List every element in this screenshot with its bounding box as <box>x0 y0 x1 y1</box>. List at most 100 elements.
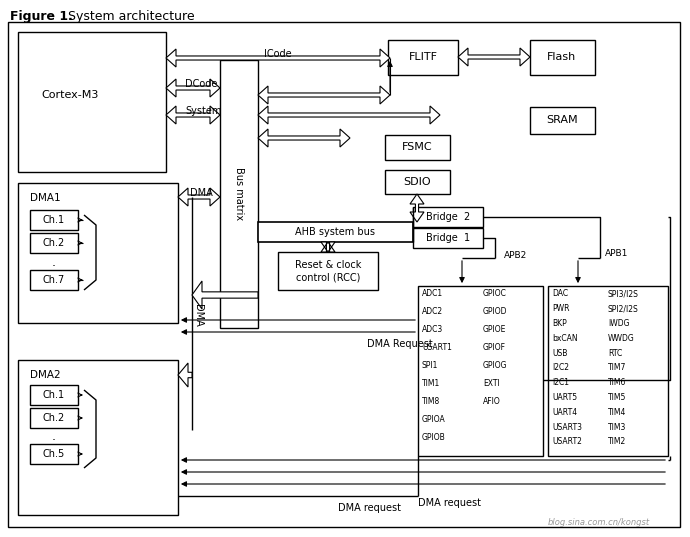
Text: UART5: UART5 <box>552 393 577 402</box>
Text: System: System <box>185 106 221 116</box>
Text: Ch.1: Ch.1 <box>43 215 65 225</box>
Text: DAC: DAC <box>552 289 568 299</box>
Bar <box>178 310 543 380</box>
Text: AFIO: AFIO <box>483 397 501 406</box>
Text: APB2: APB2 <box>504 250 527 259</box>
Text: ADC3: ADC3 <box>422 325 443 335</box>
Bar <box>278 252 378 290</box>
Bar <box>30 210 78 230</box>
Polygon shape <box>178 363 192 387</box>
Text: BKP: BKP <box>552 319 566 328</box>
Text: TIM5: TIM5 <box>608 393 627 402</box>
Text: IWDG: IWDG <box>608 319 629 328</box>
Text: Bridge  2: Bridge 2 <box>426 212 470 222</box>
Text: Bridge  1: Bridge 1 <box>426 233 470 243</box>
Text: ICode: ICode <box>264 49 292 59</box>
Text: Ch.1: Ch.1 <box>43 390 65 400</box>
Text: Reset & clock: Reset & clock <box>295 260 361 270</box>
Polygon shape <box>166 49 390 67</box>
Bar <box>413 228 483 248</box>
Text: DMA2: DMA2 <box>30 370 61 380</box>
Text: TIM2: TIM2 <box>608 437 627 446</box>
Text: TIM7: TIM7 <box>608 364 627 373</box>
Text: DMA: DMA <box>190 188 213 198</box>
Text: control (RCC): control (RCC) <box>296 273 360 283</box>
Bar <box>548 286 668 456</box>
Bar <box>530 40 595 75</box>
Text: Ch.7: Ch.7 <box>43 275 65 285</box>
Text: FLITF: FLITF <box>408 52 437 62</box>
Text: Figure 1.: Figure 1. <box>10 10 73 23</box>
Text: TIM8: TIM8 <box>422 397 440 406</box>
Text: bxCAN: bxCAN <box>552 334 578 343</box>
Text: GPIOE: GPIOE <box>483 325 506 335</box>
Text: APB1: APB1 <box>605 249 629 258</box>
Bar <box>30 408 78 428</box>
Polygon shape <box>321 242 335 252</box>
Text: EXTI: EXTI <box>483 379 500 388</box>
Polygon shape <box>258 129 350 147</box>
Text: Cortex-M3: Cortex-M3 <box>41 90 99 100</box>
Text: SDIO: SDIO <box>403 177 431 187</box>
Bar <box>220 60 258 328</box>
Text: UART4: UART4 <box>552 408 577 417</box>
Polygon shape <box>166 79 220 97</box>
Bar <box>418 286 543 456</box>
Text: RTC: RTC <box>608 349 622 358</box>
Text: USART3: USART3 <box>552 423 582 432</box>
Text: SPI3/I2S: SPI3/I2S <box>608 289 639 299</box>
Text: Ch.2: Ch.2 <box>43 238 65 248</box>
Text: .: . <box>52 431 56 444</box>
Text: I2C2: I2C2 <box>552 364 569 373</box>
Text: TIM3: TIM3 <box>608 423 627 432</box>
Text: GPIOG: GPIOG <box>483 361 508 370</box>
Text: TIM1: TIM1 <box>422 379 440 388</box>
Text: GPIOF: GPIOF <box>483 343 506 352</box>
Text: TIM6: TIM6 <box>608 378 627 387</box>
Text: ADC1: ADC1 <box>422 289 443 299</box>
Text: DMA request: DMA request <box>339 503 402 513</box>
Text: TIM4: TIM4 <box>608 408 627 417</box>
Text: Flash: Flash <box>547 52 577 62</box>
Polygon shape <box>192 281 258 309</box>
Bar <box>30 270 78 290</box>
Polygon shape <box>178 188 220 206</box>
Bar <box>18 183 178 323</box>
Text: SRAM: SRAM <box>546 115 578 125</box>
Text: blog.sina.com.cn/kongst: blog.sina.com.cn/kongst <box>548 518 650 527</box>
Text: DMA request: DMA request <box>419 498 482 508</box>
Text: ADC2: ADC2 <box>422 307 443 316</box>
Text: AHB system bus: AHB system bus <box>295 227 375 237</box>
Text: DMA1: DMA1 <box>30 193 61 203</box>
Bar <box>385 170 450 194</box>
Text: USB: USB <box>552 349 567 358</box>
Bar <box>530 107 595 134</box>
Bar <box>30 385 78 405</box>
Bar <box>30 444 78 464</box>
Text: DMA: DMA <box>193 303 203 326</box>
Bar <box>413 207 483 227</box>
Text: SPI2/I2S: SPI2/I2S <box>608 304 639 313</box>
Polygon shape <box>166 106 220 124</box>
Text: I2C1: I2C1 <box>552 378 569 387</box>
Polygon shape <box>258 106 440 124</box>
Text: .: . <box>52 256 56 268</box>
Polygon shape <box>410 194 424 222</box>
Text: USART1: USART1 <box>422 343 452 352</box>
Bar <box>258 222 413 242</box>
Text: WWDG: WWDG <box>608 334 635 343</box>
Text: System architecture: System architecture <box>52 10 195 23</box>
Text: GPIOC: GPIOC <box>483 289 507 299</box>
Text: Bus matrix: Bus matrix <box>234 168 244 221</box>
Bar <box>30 233 78 253</box>
Text: USART2: USART2 <box>552 437 582 446</box>
Text: Ch.2: Ch.2 <box>43 413 65 423</box>
Polygon shape <box>258 86 390 104</box>
Bar <box>18 32 166 172</box>
Bar <box>385 135 450 160</box>
Text: SPI1: SPI1 <box>422 361 438 370</box>
Bar <box>18 360 178 515</box>
Polygon shape <box>458 48 530 66</box>
Text: PWR: PWR <box>552 304 569 313</box>
Text: FSMC: FSMC <box>402 142 433 152</box>
